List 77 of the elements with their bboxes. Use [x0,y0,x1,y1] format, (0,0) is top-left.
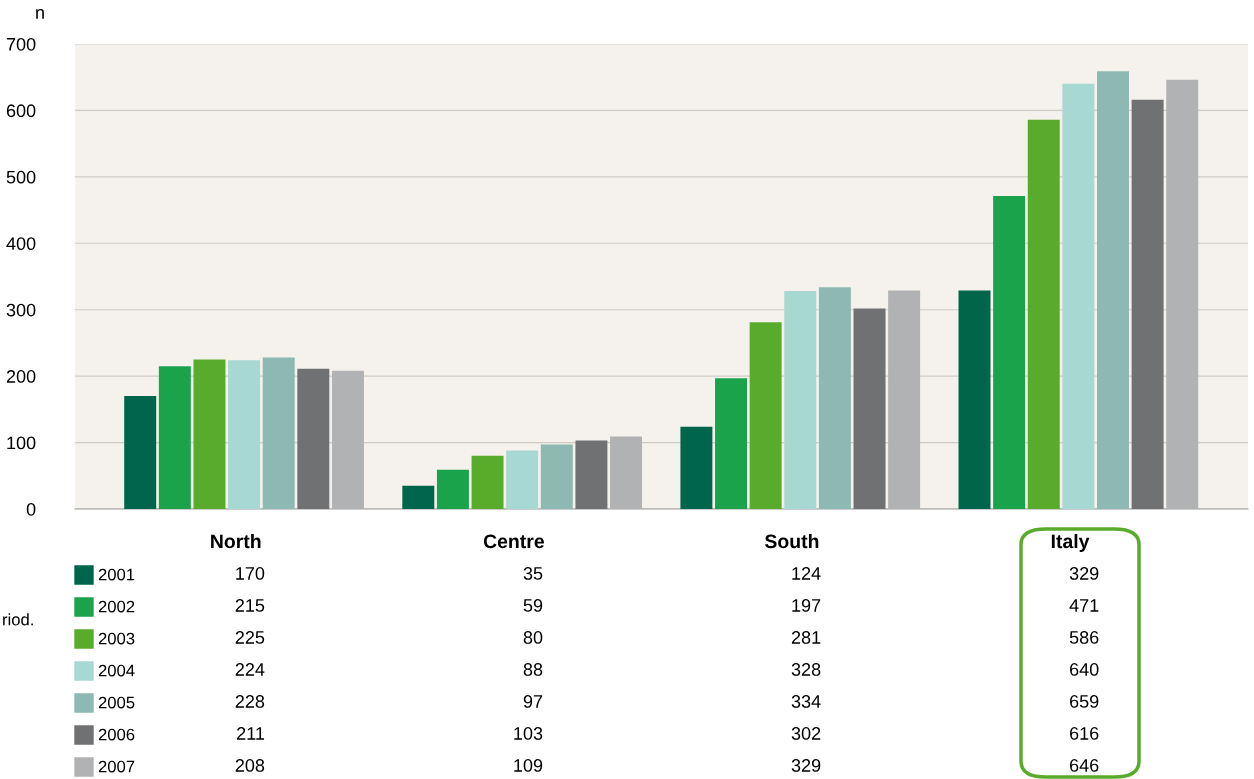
x-tick-label: Centre [483,534,544,549]
y-axis-title: n [36,8,44,19]
data-label: 211 [237,727,265,740]
data-label: 329 [791,759,821,772]
bar [506,450,539,509]
text: riod. [3,613,33,626]
y-tick-label: 0 [26,502,36,516]
data-label: 215 [235,599,265,612]
bar [540,444,573,509]
data-label: 97 [523,695,543,708]
data-label: 640 [1070,663,1099,676]
data-label: 103 [514,727,543,740]
bar [993,196,1026,509]
bar [158,366,191,509]
data-label: 225 [235,631,265,644]
data-label: 646 [1070,759,1099,772]
data-label: 302 [791,727,821,740]
bar [784,291,817,509]
y-tick-label: 300 [6,303,36,317]
bar [436,469,469,509]
bar [680,426,713,509]
bar [402,485,435,509]
y-tick-label: 200 [6,370,36,383]
bar [575,440,608,509]
data-label: 281 [791,631,821,644]
bar [1097,71,1129,509]
data-label: 124 [792,567,821,580]
legend-label: 2002 [98,600,135,613]
data-label: 170 [236,567,265,580]
bar [193,359,226,509]
data-label: 586 [1069,631,1099,644]
bar [262,357,295,509]
data-label: 328 [791,663,821,676]
bar [818,287,851,509]
bar [297,368,330,509]
bar [749,322,782,509]
data-label: 109 [514,759,543,772]
x-tick-label: North [211,533,261,549]
data-label: 35 [523,567,543,580]
bar [610,436,643,509]
bar [331,370,364,509]
data-label: 224 [235,663,265,676]
data-label: 471 [1069,599,1099,612]
data-label: 334 [791,695,821,708]
x-tick-label: South [764,533,819,549]
bar [1131,99,1164,509]
y-tick-label: 700 [6,37,36,51]
bar [715,378,748,509]
data-label: 228 [235,695,265,708]
legend-label: 2001 [98,568,135,581]
bar [958,290,991,509]
data-label: 616 [1070,727,1099,740]
bar [888,290,921,509]
bar [1027,119,1060,509]
y-tick-label: 600 [6,104,36,118]
data-label: 59 [523,599,543,612]
bar [1166,79,1199,509]
bar [471,455,504,509]
bar [1062,83,1095,509]
bar [124,396,157,509]
legend-label: 2006 [98,728,135,741]
data-label: 659 [1070,695,1099,708]
bar [228,360,261,509]
legend-label: 2005 [98,696,135,709]
data-label: 88 [523,663,543,676]
legend-label: 2004 [98,664,135,677]
data-label: 208 [235,759,265,772]
legend-label: 2007 [98,760,135,773]
data-label: 80 [523,631,543,644]
y-tick-label: 100 [7,436,36,450]
y-tick-label: 400 [6,237,36,251]
bar [853,308,886,509]
y-tick-label: 500 [6,170,36,184]
data-label: 197 [792,599,821,612]
x-tick-label: Italy [1051,533,1090,553]
legend-label: 2003 [98,632,135,645]
data-label: 329 [1069,567,1099,580]
